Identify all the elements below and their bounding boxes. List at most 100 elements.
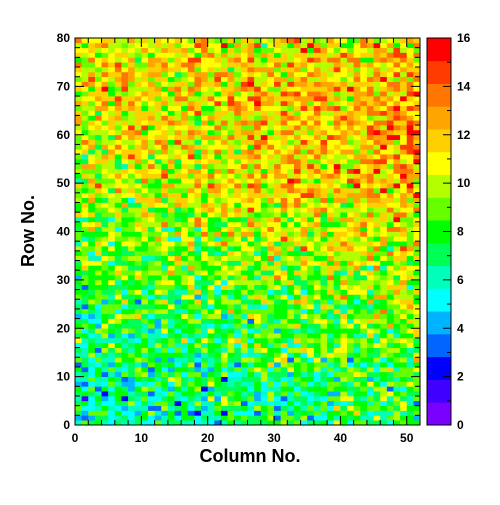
heatmap-cell <box>307 265 315 271</box>
heatmap-cell <box>307 76 315 82</box>
heatmap-cell <box>194 400 202 406</box>
heatmap-cell <box>280 241 288 247</box>
heatmap-cell <box>220 265 228 271</box>
heatmap-cell <box>333 270 341 276</box>
heatmap-cell <box>254 328 262 334</box>
heatmap-cell <box>274 246 282 252</box>
heatmap-cell <box>161 42 169 49</box>
heatmap-cell <box>167 173 175 179</box>
heatmap-cell <box>207 231 215 237</box>
heatmap-cell <box>307 163 315 169</box>
heatmap-cell <box>181 100 189 107</box>
heatmap-cell <box>134 241 142 247</box>
heatmap-cell <box>340 323 348 329</box>
heatmap-cell <box>167 415 175 421</box>
heatmap-cell <box>214 337 222 344</box>
color-scale-label: 2 <box>457 370 464 384</box>
heatmap-cell <box>406 57 414 63</box>
heatmap-cell <box>380 38 388 44</box>
heatmap-cell <box>201 231 209 237</box>
heatmap-cell <box>360 202 368 208</box>
heatmap-cell <box>88 173 96 179</box>
heatmap-cell <box>320 241 328 247</box>
heatmap-cell <box>274 62 282 68</box>
heatmap-cell <box>386 313 394 319</box>
heatmap-cell <box>254 67 262 73</box>
heatmap-cell <box>380 420 388 426</box>
heatmap-cell <box>101 125 109 131</box>
heatmap-cell <box>313 76 321 82</box>
heatmap-cell <box>174 386 182 392</box>
heatmap-cell <box>307 47 315 53</box>
heatmap-cell <box>320 255 328 261</box>
heatmap-cell <box>247 313 255 319</box>
heatmap-cell <box>214 260 222 266</box>
heatmap-cell <box>75 134 82 140</box>
heatmap-cell <box>214 410 222 416</box>
heatmap-cell <box>114 420 122 426</box>
heatmap-cell <box>88 216 96 223</box>
heatmap-cell <box>254 415 262 421</box>
heatmap-cell <box>293 265 301 271</box>
heatmap-cell <box>134 202 142 208</box>
heatmap-cell <box>114 323 122 329</box>
heatmap-cell <box>380 395 388 402</box>
heatmap-cell <box>300 328 308 334</box>
heatmap-cell <box>240 110 248 116</box>
heatmap-cell <box>347 192 354 198</box>
heatmap-cell <box>154 308 162 315</box>
heatmap-cell <box>366 149 374 155</box>
heatmap-cell <box>373 294 381 300</box>
heatmap-cell <box>347 163 354 169</box>
heatmap-cell <box>333 120 341 126</box>
heatmap-cell <box>94 299 102 305</box>
heatmap-cell <box>220 342 228 348</box>
heatmap-cell <box>340 134 348 140</box>
heatmap-cell <box>240 212 248 218</box>
heatmap-cell <box>81 81 89 87</box>
heatmap-cell <box>128 110 136 116</box>
heatmap-cell <box>340 357 348 363</box>
heatmap-cell <box>267 134 275 140</box>
heatmap-cell <box>313 81 321 87</box>
heatmap-cell <box>201 91 209 97</box>
heatmap-cell <box>300 81 308 87</box>
heatmap-cell <box>88 86 96 92</box>
heatmap-cell <box>161 100 169 107</box>
heatmap-cell <box>240 366 248 373</box>
heatmap-cell <box>114 371 122 377</box>
heatmap-cell <box>327 158 335 165</box>
heatmap-cell <box>260 81 268 87</box>
heatmap-cell <box>187 255 195 261</box>
heatmap-cell <box>174 115 182 121</box>
heatmap-cell <box>94 125 102 131</box>
heatmap-cell <box>400 420 408 426</box>
heatmap-cell <box>327 246 335 252</box>
heatmap-cell <box>280 81 288 87</box>
heatmap-cell <box>147 342 155 348</box>
heatmap-cell <box>154 100 162 107</box>
heatmap-cell <box>327 192 335 198</box>
heatmap-cell <box>413 260 421 266</box>
heatmap-cell <box>300 47 308 53</box>
heatmap-cell <box>81 362 89 368</box>
heatmap-cell <box>234 279 242 286</box>
heatmap-cell <box>287 294 295 300</box>
heatmap-cell <box>333 342 341 348</box>
heatmap-cell <box>380 299 388 305</box>
heatmap-cell <box>254 420 262 426</box>
heatmap-cell <box>194 299 202 305</box>
heatmap-cell <box>247 241 255 247</box>
heatmap-cell <box>240 38 248 44</box>
heatmap-cell <box>161 183 169 189</box>
heatmap-cell <box>128 337 136 344</box>
heatmap-cell <box>174 313 182 319</box>
heatmap-cell <box>167 308 175 315</box>
heatmap-cell <box>187 100 195 107</box>
heatmap-cell <box>134 362 142 368</box>
heatmap-cell <box>174 270 182 276</box>
heatmap-cell <box>327 304 335 310</box>
heatmap-cell <box>227 246 235 252</box>
heatmap-cell <box>274 275 282 281</box>
heatmap-cell <box>94 163 102 169</box>
